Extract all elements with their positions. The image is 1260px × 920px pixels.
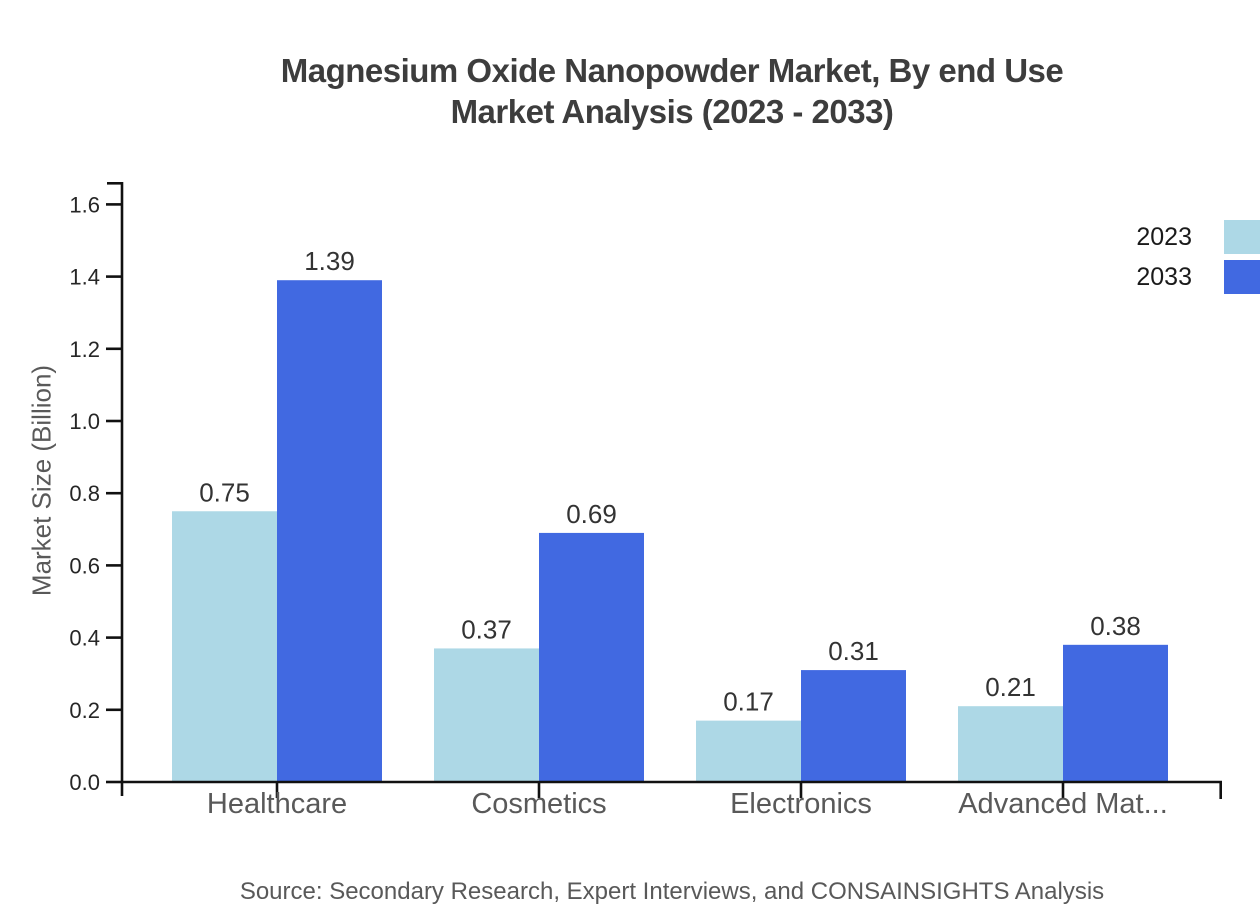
- value-label: 1.39: [304, 246, 355, 276]
- legend: 2023 2033: [1134, 218, 1260, 298]
- value-label: 0.21: [985, 672, 1036, 702]
- legend-item-2023: 2023: [1134, 218, 1260, 258]
- bar-2033-healthcare: [277, 280, 382, 782]
- bar-2023-electronics: [696, 720, 801, 782]
- chart-title-line1: Magnesium Oxide Nanopowder Market, By en…: [280, 52, 1064, 89]
- category-label-advanced-mat: Advanced Mat...: [958, 788, 1168, 820]
- y-tick-label: 1.4: [69, 265, 100, 290]
- value-label: 0.37: [461, 614, 512, 644]
- y-tick-label: 0.8: [69, 481, 100, 506]
- bar-2033-electronics: [801, 670, 906, 782]
- y-tick-label: 0.6: [69, 553, 100, 578]
- legend-label-2033: 2033: [1136, 263, 1192, 291]
- bar-2023-healthcare: [172, 511, 277, 782]
- y-tick-label: 1.0: [69, 409, 100, 434]
- y-tick-label: 0.0: [69, 770, 100, 795]
- chart-title: Magnesium Oxide Nanopowder Market, By en…: [0, 50, 1260, 132]
- value-label: 0.69: [566, 499, 617, 529]
- bar-2033-advanced-mat: [1063, 644, 1168, 782]
- y-tick-label: 0.4: [69, 626, 100, 651]
- legend-swatch-2033-icon: [1224, 260, 1260, 294]
- chart-title-line2: Market Analysis (2023 - 2033): [450, 93, 894, 130]
- category-label-healthcare: Healthcare: [207, 788, 347, 820]
- value-label: 0.38: [1090, 611, 1141, 641]
- source-note: Source: Secondary Research, Expert Inter…: [239, 878, 1105, 905]
- bar-2023-cosmetics: [434, 648, 539, 782]
- bar-2023-advanced-mat: [958, 706, 1063, 782]
- legend-label-2023: 2023: [1136, 223, 1192, 251]
- category-label-cosmetics: Cosmetics: [471, 788, 606, 820]
- legend-swatch-2023-icon: [1224, 220, 1260, 254]
- value-label: 0.31: [828, 636, 879, 666]
- y-tick-label: 1.2: [69, 337, 100, 362]
- legend-item-2033: 2033: [1134, 258, 1260, 298]
- value-label: 0.17: [723, 687, 774, 717]
- bar-2033-cosmetics: [539, 532, 644, 782]
- value-label: 0.75: [199, 477, 250, 507]
- y-tick-label: 0.2: [69, 698, 100, 723]
- y-tick-label: 1.6: [69, 192, 100, 217]
- category-label-electronics: Electronics: [730, 788, 872, 820]
